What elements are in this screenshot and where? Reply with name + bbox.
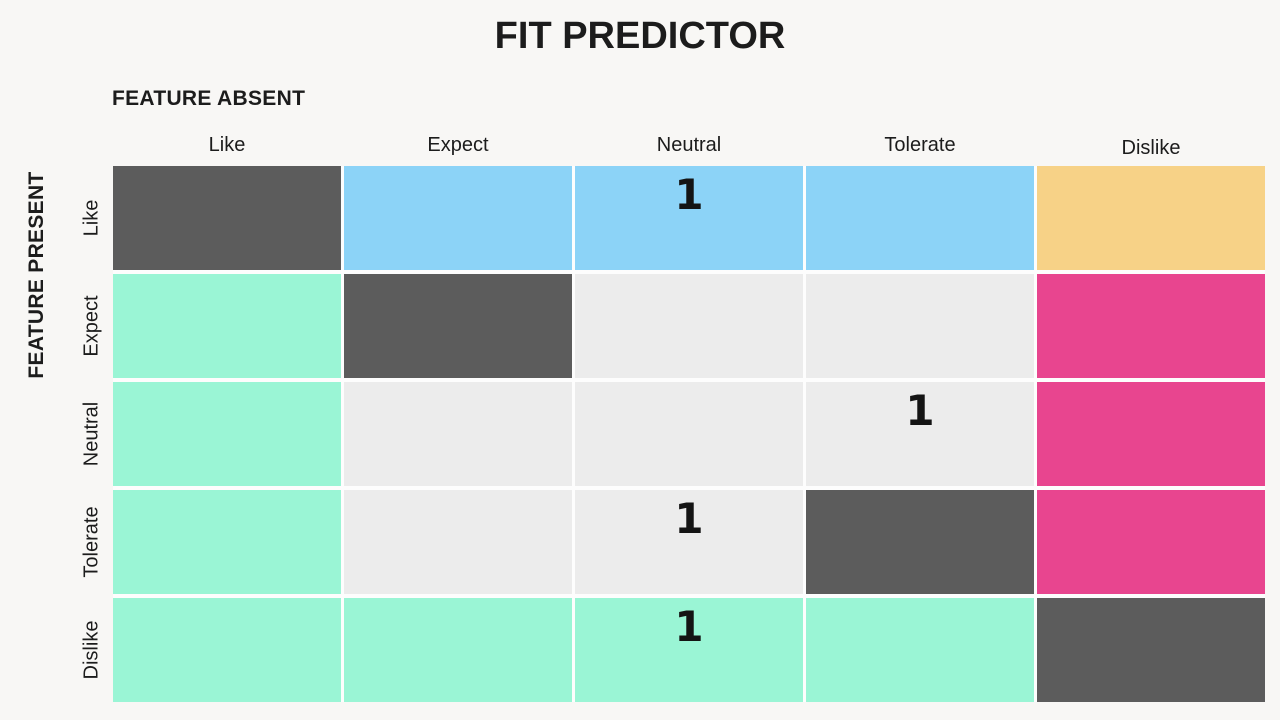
cell-count xyxy=(1037,598,1265,606)
matrix-cell xyxy=(806,490,1034,594)
cell-count xyxy=(806,274,1034,282)
page-title: FIT PREDICTOR xyxy=(494,15,786,57)
matrix-cell xyxy=(575,274,803,378)
matrix-cell xyxy=(344,166,572,270)
cell-count xyxy=(113,490,341,498)
cell-count xyxy=(344,274,572,282)
row-axis-label: FEATURE PRESENT xyxy=(25,171,48,379)
cell-count xyxy=(113,166,341,174)
matrix-cell xyxy=(113,490,341,594)
cell-count xyxy=(575,382,803,390)
cell-count: 1 xyxy=(674,494,704,543)
matrix-cell xyxy=(806,598,1034,702)
matrix-cell xyxy=(113,382,341,486)
cell-count xyxy=(806,490,1034,498)
cell-count xyxy=(344,382,572,390)
matrix-cell xyxy=(113,274,341,378)
matrix-cell xyxy=(344,490,572,594)
matrix-cell xyxy=(113,598,341,702)
matrix-cell xyxy=(344,274,572,378)
column-axis-label: FEATURE ABSENT xyxy=(112,87,306,110)
matrix-cell xyxy=(806,274,1034,378)
row-label-expect: Expect xyxy=(80,295,103,357)
matrix-cell xyxy=(344,382,572,486)
matrix-cell xyxy=(575,382,803,486)
row-label-dislike: Dislike xyxy=(80,620,103,680)
matrix-cell: 1 xyxy=(806,382,1034,486)
cell-count xyxy=(1037,274,1265,282)
column-headers: Like Expect Neutral Tolerate Dislike xyxy=(113,134,1265,159)
matrix-cell xyxy=(1037,166,1265,270)
cell-count xyxy=(806,598,1034,606)
cell-count xyxy=(113,274,341,282)
column-header-neutral: Neutral xyxy=(656,134,722,156)
column-header-expect: Expect xyxy=(427,134,489,156)
cell-count: 1 xyxy=(905,386,935,435)
cell-count xyxy=(806,166,1034,174)
matrix-grid: 1 1 1 1 xyxy=(113,166,1265,702)
row-label-neutral: Neutral xyxy=(80,401,103,467)
matrix-cell xyxy=(1037,274,1265,378)
cell-count: 1 xyxy=(674,602,704,651)
cell-count xyxy=(113,598,341,606)
cell-count xyxy=(344,166,572,174)
matrix-cell xyxy=(1037,382,1265,486)
column-header-like: Like xyxy=(208,134,246,156)
matrix-cell: 1 xyxy=(575,166,803,270)
matrix-cell xyxy=(1037,490,1265,594)
cell-count xyxy=(1037,166,1265,174)
matrix-cell xyxy=(1037,598,1265,702)
column-header-tolerate: Tolerate xyxy=(884,134,956,156)
matrix-cell: 1 xyxy=(575,598,803,702)
row-label-like: Like xyxy=(80,199,103,237)
column-header-dislike: Dislike xyxy=(1121,137,1181,159)
matrix-cell xyxy=(806,166,1034,270)
matrix-cell xyxy=(113,166,341,270)
cell-count xyxy=(1037,382,1265,390)
matrix-cell xyxy=(344,598,572,702)
cell-count xyxy=(344,490,572,498)
cell-count xyxy=(344,598,572,606)
cell-count xyxy=(1037,490,1265,498)
cell-count: 1 xyxy=(674,170,704,219)
cell-count xyxy=(113,382,341,390)
cell-count xyxy=(575,274,803,282)
row-label-tolerate: Tolerate xyxy=(80,506,103,578)
matrix-cell: 1 xyxy=(575,490,803,594)
